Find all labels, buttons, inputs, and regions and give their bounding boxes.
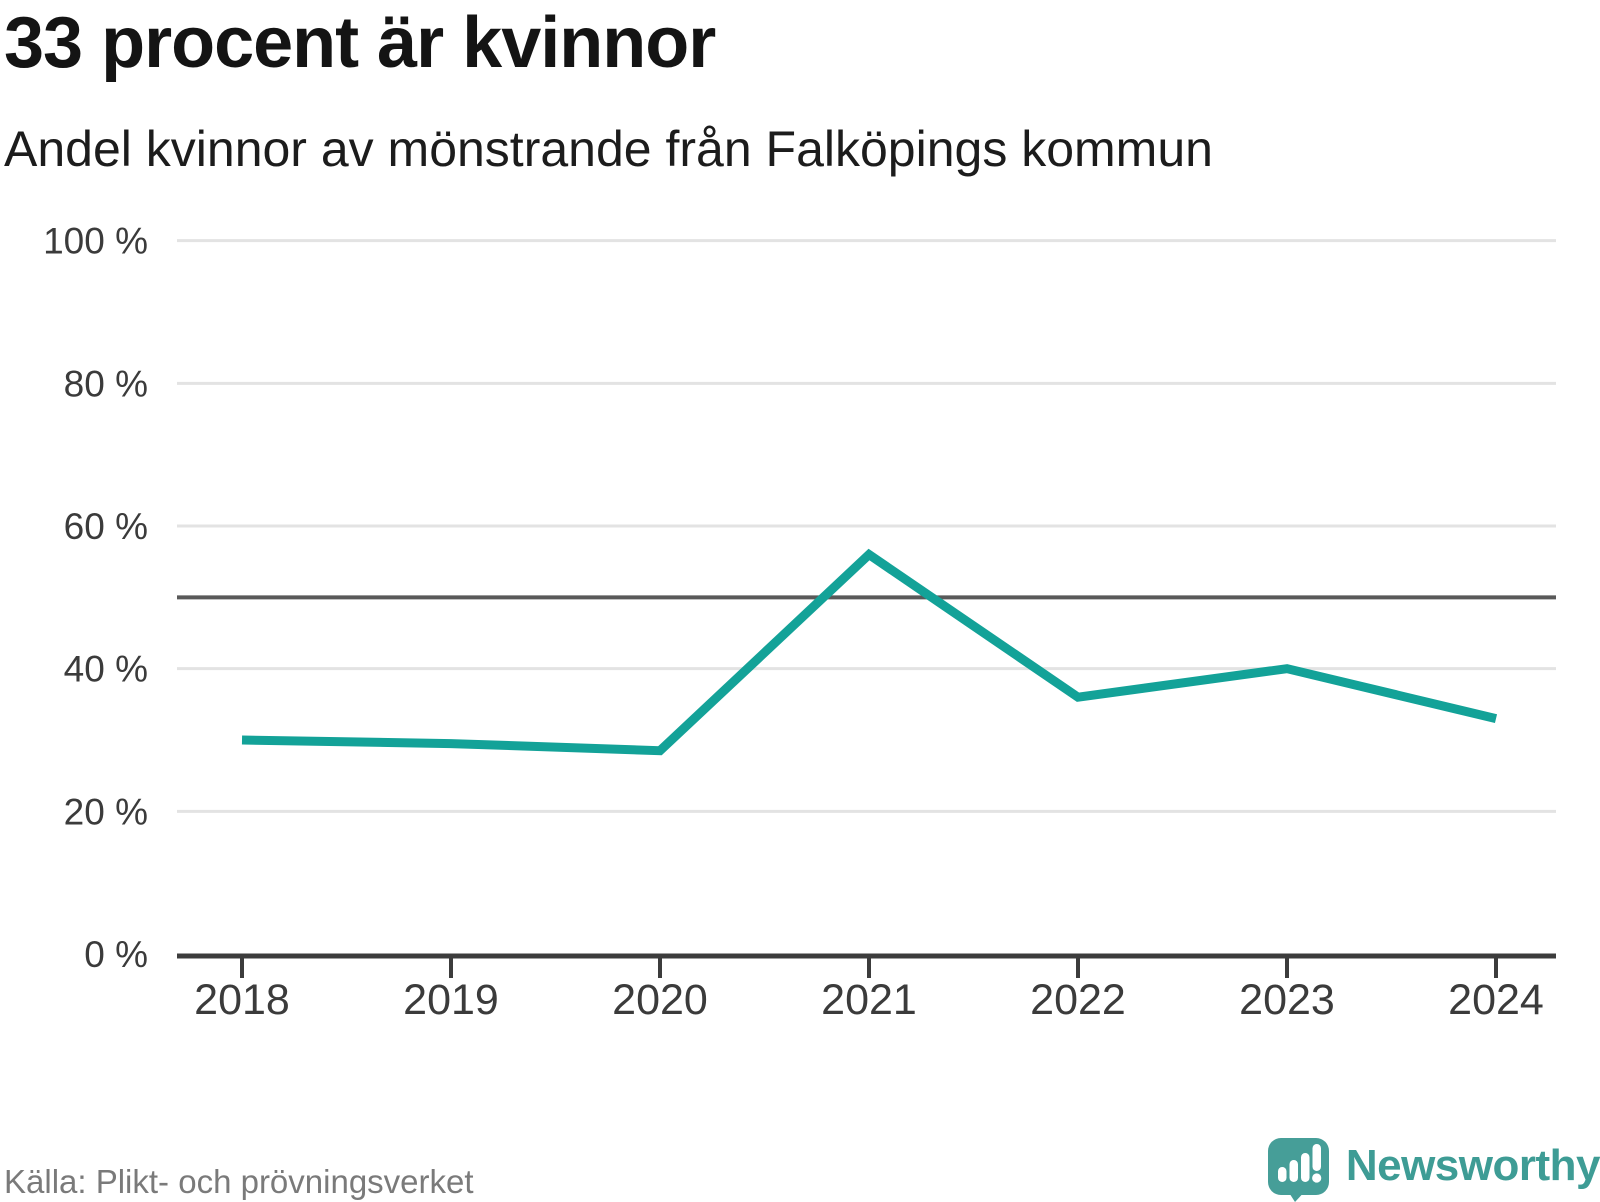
x-tick-label-2023: 2023 [1239,976,1335,1024]
brand-name: Newsworthy [1345,1141,1600,1190]
x-tick-label-2020: 2020 [612,976,708,1024]
y-tick-label-40: 40 % [64,649,148,690]
x-tick-label-2021: 2021 [821,976,917,1024]
speech-bubble-bar-chart-icon [1267,1138,1329,1202]
data-line-0 [241,548,1498,756]
source-text: Källa: Plikt- och prövningsverket [4,1163,474,1200]
x-tick-label-2024: 2024 [1448,976,1544,1024]
y-tick-label-0: 0 % [84,934,148,975]
x-tick-label-2022: 2022 [1030,976,1126,1024]
y-tick-label-20: 20 % [64,791,148,832]
y-tick-label-100: 100 % [43,221,148,262]
chart-subtitle: Andel kvinnor av mönstrande från Falköpi… [4,121,1213,177]
x-tick-label-2018: 2018 [194,976,290,1024]
newsworthy-logo: Newsworthy [1266,1136,1600,1202]
page-title: 33 procent är kvinnor [4,3,716,83]
x-tick-label-2019: 2019 [403,976,499,1024]
y-tick-label-80: 80 % [64,363,148,404]
y-tick-label-60: 60 % [64,506,148,547]
